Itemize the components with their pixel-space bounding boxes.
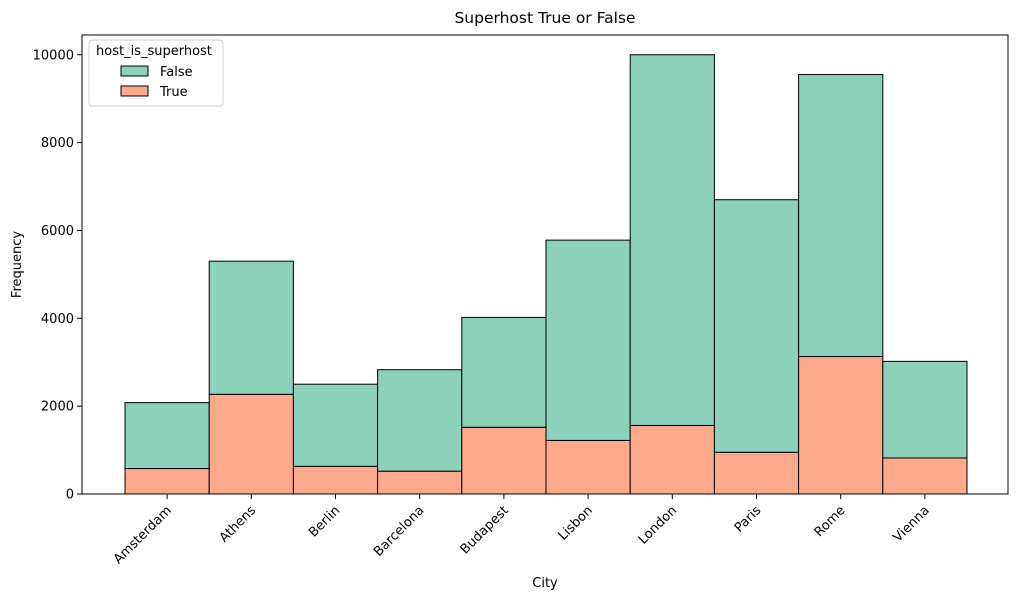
y-tick-label: 4000 bbox=[41, 312, 74, 327]
bar-true-lisbon bbox=[545, 439, 631, 495]
bar-false-budapest bbox=[461, 316, 547, 428]
bar-false-rome bbox=[798, 74, 884, 358]
legend-label-true: True bbox=[159, 85, 188, 100]
plot-frame bbox=[81, 34, 1009, 495]
y-tick-label: 6000 bbox=[41, 224, 74, 239]
y-tick-label: 10000 bbox=[33, 48, 74, 63]
bar-true-amsterdam bbox=[124, 468, 210, 495]
x-tick-label: Rome bbox=[812, 503, 849, 540]
bar-false-athens bbox=[208, 260, 294, 395]
bar-false-berlin bbox=[292, 383, 379, 467]
chart-title: Superhost True or False bbox=[454, 9, 635, 27]
bar-false-london bbox=[629, 54, 715, 426]
y-tick-label: 2000 bbox=[41, 400, 74, 415]
legend-swatch-false bbox=[120, 65, 149, 77]
x-tick-label: Athens bbox=[217, 503, 260, 546]
bar-true-athens bbox=[208, 393, 294, 495]
bar-false-vienna bbox=[882, 360, 968, 459]
bar-true-berlin bbox=[292, 465, 379, 495]
x-tick-label: Paris bbox=[732, 503, 765, 536]
bar-false-amsterdam bbox=[124, 402, 210, 470]
x-axis-label: City bbox=[532, 576, 558, 591]
x-tick-label: Budapest bbox=[458, 503, 512, 557]
bar-false-lisbon bbox=[545, 239, 631, 441]
bars-layer bbox=[124, 54, 968, 495]
bar-true-vienna bbox=[882, 457, 968, 495]
y-tick-label: 8000 bbox=[41, 136, 74, 151]
bar-true-london bbox=[629, 424, 715, 495]
legend-swatch-true bbox=[120, 85, 149, 97]
bar-true-rome bbox=[798, 356, 884, 495]
legend-entries: False True bbox=[120, 65, 193, 100]
x-tick-label: Barcelona bbox=[371, 503, 427, 559]
legend-label-false: False bbox=[160, 65, 193, 80]
bar-true-barcelona bbox=[377, 470, 463, 495]
y-axis: 0 2000 4000 6000 8000 10000 bbox=[33, 48, 82, 503]
bar-false-barcelona bbox=[377, 369, 463, 472]
y-axis-label: Frequency bbox=[10, 231, 25, 298]
x-tick-label: London bbox=[636, 503, 680, 547]
x-tick-label: Amsterdam bbox=[111, 503, 175, 567]
x-axis: Amsterdam Athens Berlin Barcelona Budapest Li… bbox=[111, 494, 933, 567]
legend-title: host_is_superhost bbox=[96, 44, 212, 59]
x-tick-label: Lisbon bbox=[556, 503, 596, 543]
bar-true-budapest bbox=[461, 426, 547, 495]
x-tick-label: Berlin bbox=[306, 503, 343, 540]
y-tick-label: 0 bbox=[66, 488, 74, 503]
bar-true-paris bbox=[713, 451, 800, 495]
x-tick-label: Vienna bbox=[891, 503, 933, 545]
legend: host_is_superhost False True bbox=[88, 39, 224, 107]
bar-false-paris bbox=[713, 199, 800, 453]
